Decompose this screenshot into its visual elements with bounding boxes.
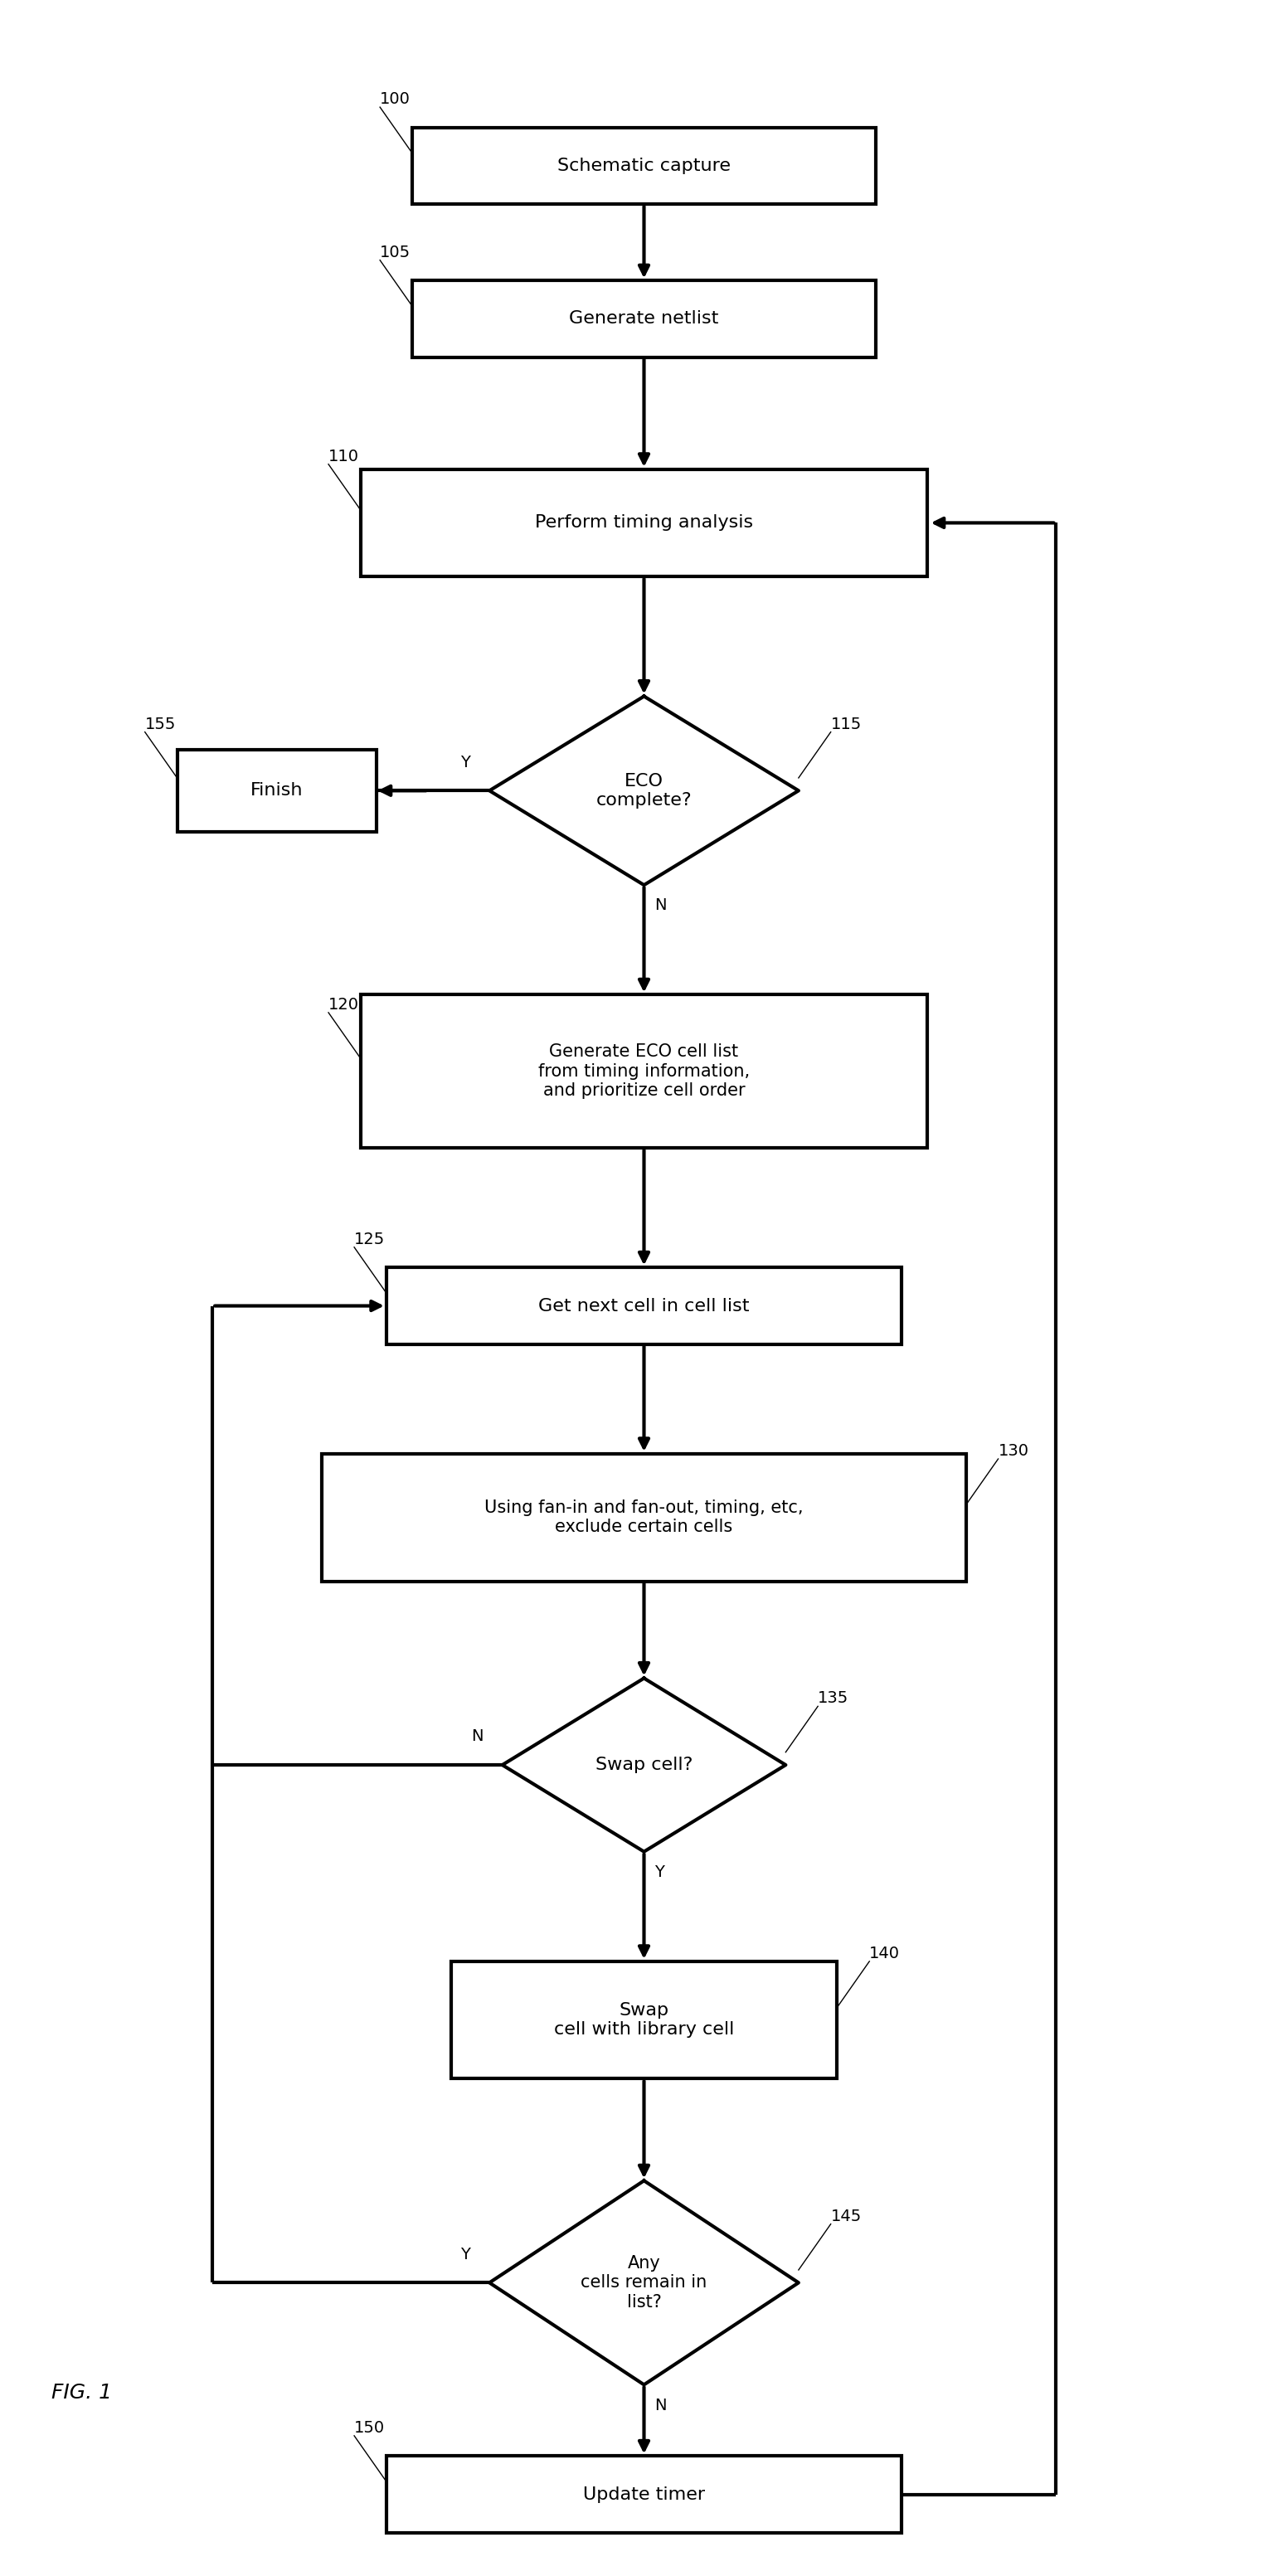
- Text: Using fan-in and fan-out, timing, etc,
exclude certain cells: Using fan-in and fan-out, timing, etc, e…: [484, 1499, 804, 1535]
- Text: 130: 130: [998, 1443, 1029, 1458]
- Text: 145: 145: [831, 2208, 862, 2223]
- Text: N: N: [654, 899, 666, 914]
- Text: 120: 120: [328, 997, 359, 1012]
- Text: 155: 155: [146, 716, 176, 732]
- Text: 115: 115: [831, 716, 862, 732]
- Text: 150: 150: [354, 2419, 385, 2437]
- Polygon shape: [489, 696, 799, 886]
- FancyBboxPatch shape: [386, 2455, 902, 2532]
- Text: FIG. 1: FIG. 1: [52, 2383, 112, 2403]
- Text: Y: Y: [654, 1865, 665, 1880]
- Text: Swap
cell with library cell: Swap cell with library cell: [554, 2002, 734, 2038]
- FancyBboxPatch shape: [178, 750, 376, 832]
- Text: Y: Y: [460, 755, 470, 770]
- FancyBboxPatch shape: [412, 129, 876, 204]
- Text: 110: 110: [328, 448, 359, 464]
- Text: Get next cell in cell list: Get next cell in cell list: [538, 1298, 750, 1314]
- FancyBboxPatch shape: [361, 994, 927, 1149]
- Text: 105: 105: [380, 245, 411, 260]
- FancyBboxPatch shape: [451, 1960, 837, 2079]
- FancyBboxPatch shape: [361, 469, 927, 577]
- FancyBboxPatch shape: [322, 1453, 966, 1582]
- Text: Finish: Finish: [251, 783, 303, 799]
- Text: Swap cell?: Swap cell?: [595, 1757, 693, 1772]
- Text: Y: Y: [460, 2246, 470, 2262]
- Text: Generate ECO cell list
from timing information,
and prioritize cell order: Generate ECO cell list from timing infor…: [538, 1043, 750, 1100]
- Text: 125: 125: [354, 1231, 385, 1247]
- Text: ECO
complete?: ECO complete?: [596, 773, 692, 809]
- Text: N: N: [471, 1728, 483, 1744]
- Polygon shape: [489, 2182, 799, 2385]
- FancyBboxPatch shape: [386, 1267, 902, 1345]
- Text: 135: 135: [818, 1690, 849, 1705]
- Text: Any
cells remain in
list?: Any cells remain in list?: [581, 2254, 707, 2311]
- Text: Generate netlist: Generate netlist: [569, 312, 719, 327]
- Text: Schematic capture: Schematic capture: [558, 157, 730, 175]
- Polygon shape: [502, 1677, 786, 1852]
- Text: Update timer: Update timer: [583, 2486, 705, 2504]
- Text: N: N: [654, 2398, 666, 2414]
- Text: Perform timing analysis: Perform timing analysis: [535, 515, 753, 531]
- Text: 100: 100: [380, 90, 411, 108]
- Text: 140: 140: [869, 1945, 900, 1960]
- FancyBboxPatch shape: [412, 281, 876, 358]
